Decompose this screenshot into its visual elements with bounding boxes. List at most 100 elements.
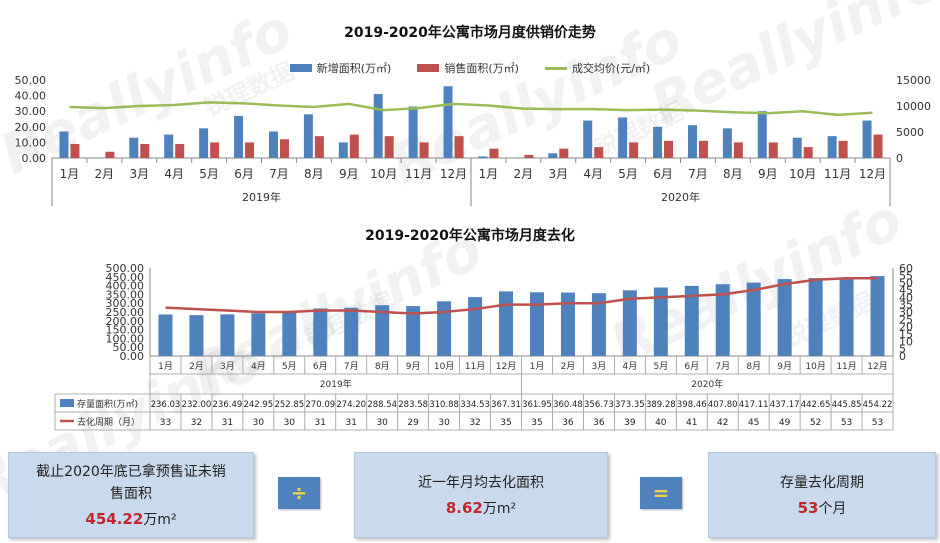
table-cell-cycle: 31 [346,418,357,428]
y-right-tick-label: 15 [899,328,913,341]
y-left-tick-label: 250.00 [106,306,145,319]
bar-sold-area [524,154,534,158]
table-cell-cycle: 36 [593,418,605,428]
bar-new-area [583,120,593,158]
bar-stock-area [406,306,421,356]
table-cell-cycle: 30 [438,418,450,428]
x-tick-label: 12月 [859,167,886,181]
table-cell-stock: 398.46 [677,400,707,410]
bar-stock-area [220,314,235,356]
bar-stock-area [313,308,328,356]
bar-stock-area [653,287,668,356]
table-cell-cycle: 36 [562,418,574,428]
bar-sold-area [140,143,150,158]
x-tick-label: 7月 [344,361,359,372]
table-row-label: 存量面积(万㎡) [77,398,138,410]
legend-label: 销售面积(万㎡) [444,62,519,75]
bar-stock-area [560,292,575,356]
x-tick-label: 12月 [496,361,516,372]
table-cell-cycle: 35 [531,418,542,428]
bar-stock-area [499,291,514,356]
x-tick-label: 7月 [688,167,708,181]
bar-stock-area [622,290,637,356]
bar-sold-area [105,151,115,158]
x-tick-label: 5月 [653,361,668,372]
bar-sold-area [559,148,569,158]
bar-new-area [164,134,174,158]
cycle-label: 存量去化周期 [780,475,864,491]
table-cell-stock: 417.11 [739,400,769,410]
bar-stock-area [158,314,173,356]
x-tick-label: 10月 [789,167,816,181]
legend-label: 新增面积(万㎡) [316,62,392,75]
x-tick-label: 2月 [561,361,576,372]
table-cell-stock: 252.85 [274,400,304,410]
year-group-label: 2019年 [320,378,352,390]
x-tick-label: 1月 [158,361,173,372]
table-cell-cycle: 32 [191,418,202,428]
y-left-tick-label: 200.00 [106,315,145,328]
x-tick-label: 10月 [370,167,397,181]
bar-sold-area [768,142,778,158]
y-left-tick-label: 30.00 [15,105,47,118]
y-right-tick-label: 30 [899,306,913,319]
x-tick-label: 3月 [220,361,235,372]
table-cell-cycle: 35 [500,418,511,428]
x-tick-label: 9月 [777,361,792,372]
bar-new-area [478,156,488,158]
bar-sold-area [279,139,289,158]
bar-sold-area [664,140,674,158]
table-cell-stock: 236.49 [213,400,243,410]
x-tick-label: 3月 [548,167,568,181]
bar-new-area [757,111,767,158]
bar-sold-area [314,136,324,158]
x-tick-label: 11月 [465,361,485,372]
table-cell-stock: 283.58 [398,400,428,410]
bar-sold-area [629,142,639,158]
chart2-title: 2019-2020年公寓市场月度去化 [365,228,575,244]
table-cell-cycle: 29 [407,418,419,428]
bar-stock-area [251,313,266,356]
y-right-tick-label: 45 [899,284,913,297]
bar-stock-area [468,297,483,356]
table-cell-stock: 361.95 [522,400,552,410]
bar-stock-area [591,293,606,356]
table-cell-cycle: 30 [284,418,296,428]
y-left-tick-label: 450.00 [106,271,145,284]
table-cell-cycle: 33 [160,418,171,428]
table-cell-stock: 274.20 [336,400,366,410]
legend-item-avg-price: 成交均价(元/㎡) [544,60,650,76]
x-tick-label: 4月 [583,167,603,181]
year-group-label: 2019年 [242,190,281,204]
bar-sold-area [803,147,813,158]
bar-sold-area [489,148,499,158]
table-cell-stock: 334.53 [460,400,490,410]
y-right-tick-label: 20 [899,321,913,334]
bar-stock-area [746,282,761,356]
x-tick-label: 4月 [622,361,637,372]
bar-sold-area [349,134,359,158]
x-tick-label: 11月 [405,167,432,181]
y-left-tick-label: 0.00 [22,152,47,165]
x-tick-label: 10月 [805,361,825,372]
bar-new-area [338,142,348,158]
y-right-tick-label: 10000 [896,100,931,113]
x-tick-label: 8月 [723,167,743,181]
bar-sold-area [384,136,394,158]
table-cell-cycle: 31 [222,418,233,428]
x-tick-label: 5月 [282,361,297,372]
bar-new-area [722,128,732,158]
bar-stock-area [839,277,854,356]
y-left-tick-label: 150.00 [106,324,145,337]
summary-box-stock: 截止2020年底已拿预售证未销售面积 454.22万m² [8,452,254,538]
y-left-tick-label: 40.00 [15,90,47,103]
x-tick-label: 6月 [653,167,673,181]
table-cell-stock: 310.88 [429,400,459,410]
y-right-tick-label: 25 [899,313,913,326]
line-avg-price [69,101,873,117]
x-tick-label: 9月 [339,167,359,181]
bar-sold-area [838,140,848,158]
table-cell-stock: 389.28 [646,400,676,410]
equals-operator: = [640,477,682,509]
table-cell-cycle: 53 [872,418,883,428]
